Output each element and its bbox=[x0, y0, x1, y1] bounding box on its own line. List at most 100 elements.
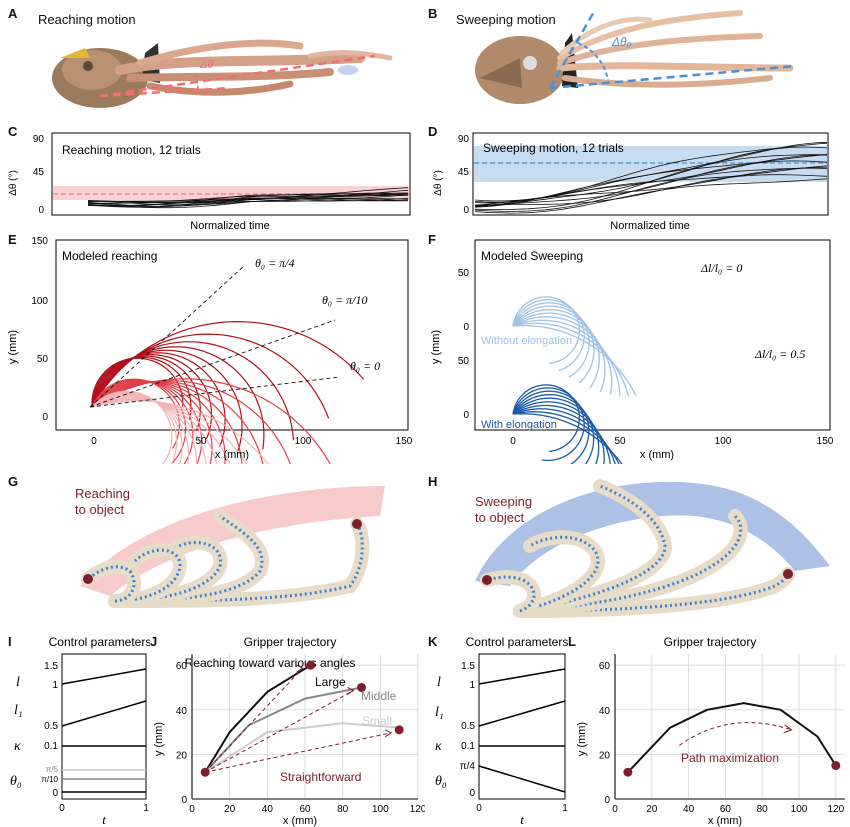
panel-letter-b: B bbox=[428, 6, 438, 21]
f-arm-curve bbox=[512, 302, 590, 378]
reaching-target-start bbox=[83, 574, 93, 584]
e-arm-curve bbox=[91, 392, 183, 464]
d-ytick-0: 0 bbox=[463, 205, 469, 216]
j-title: Gripper trajectory bbox=[244, 635, 337, 649]
d-trial-line bbox=[474, 166, 828, 212]
l-xtick: 80 bbox=[757, 804, 769, 815]
l-ytick: 60 bbox=[599, 661, 611, 672]
f-ann-bot: Δl/l₀ = 0.5 bbox=[754, 347, 805, 361]
e-arm-curve bbox=[91, 381, 226, 464]
j-startpoint bbox=[200, 767, 210, 777]
sweeping-angle-label: Δθ₀ bbox=[611, 35, 632, 49]
c-trial-line bbox=[87, 193, 409, 207]
j-xtick: 100 bbox=[372, 804, 389, 815]
e-arm-curve bbox=[91, 380, 291, 464]
k-param-l: l bbox=[437, 675, 441, 690]
e-arm-curve bbox=[91, 378, 331, 464]
j-label-small: Small bbox=[362, 714, 392, 728]
i-xlabel: t bbox=[102, 812, 106, 827]
j-endpoint-large bbox=[306, 660, 316, 670]
e-arm-curve bbox=[91, 352, 226, 448]
l-xtick: 60 bbox=[720, 804, 732, 815]
e-ylabel: y (mm) bbox=[7, 330, 19, 364]
octopus-reaching-illustration: Δθ bbox=[52, 39, 393, 108]
e-ytick-0: 0 bbox=[42, 412, 48, 423]
e-ytick-150: 150 bbox=[31, 236, 48, 247]
j-arrowhead-small bbox=[384, 729, 393, 738]
j-ytick: 0 bbox=[181, 795, 187, 806]
l-trajectory-line bbox=[627, 702, 837, 773]
f-ytick-bot-50: 50 bbox=[458, 356, 470, 367]
chart-gripper-trajectory-reaching: Gripper trajectory Reaching toward vario… bbox=[153, 635, 425, 827]
robot-arm-stripe bbox=[114, 541, 222, 603]
i-ytick-0p5: 0.5 bbox=[44, 721, 58, 732]
l-label-path: Path maximization bbox=[681, 751, 779, 765]
e-guide-pi10 bbox=[89, 319, 336, 408]
e-arm-curve bbox=[91, 380, 203, 464]
e-arm-curve bbox=[91, 399, 247, 464]
e-arm-curve bbox=[91, 379, 194, 464]
sweeping-photo: Sweeping motion Δθ₀ bbox=[450, 8, 845, 120]
panel-letter-h: H bbox=[428, 474, 438, 489]
l-ytick: 20 bbox=[599, 750, 611, 761]
f-arm-curve bbox=[512, 404, 611, 464]
panel-letter-c: C bbox=[8, 124, 18, 139]
l-ytick: 40 bbox=[599, 706, 611, 717]
d-ytick-45: 45 bbox=[458, 167, 470, 178]
panel-letter-l: L bbox=[568, 634, 576, 649]
panel-letter-i: I bbox=[8, 634, 12, 649]
e-arm-curve bbox=[91, 349, 243, 451]
sweeping-sweep-region bbox=[475, 481, 830, 586]
robot-arm-body bbox=[513, 479, 673, 618]
e-arm-curve bbox=[91, 380, 213, 464]
j-xtick: 80 bbox=[337, 804, 349, 815]
e-arm-curve bbox=[91, 390, 173, 464]
reaching-angle-label: Δθ bbox=[199, 59, 213, 71]
d-trial-line bbox=[474, 154, 827, 210]
e-arm-curve bbox=[91, 333, 330, 419]
f-arm-curve bbox=[512, 408, 616, 464]
e-arm-curve bbox=[91, 356, 192, 421]
reaching-target-end bbox=[352, 519, 362, 529]
d-trial-line bbox=[474, 178, 828, 214]
panel-letter-a: A bbox=[8, 6, 18, 21]
chart-modeled-reaching: y (mm) 150 100 50 0 Modeled reaching θ₀ … bbox=[7, 236, 413, 464]
c-trial-line bbox=[87, 189, 409, 202]
j-label-middle: Middle bbox=[361, 689, 397, 703]
e-guide-pi4 bbox=[89, 264, 246, 408]
e-arm-curve bbox=[91, 379, 187, 463]
l-endpoint bbox=[831, 761, 841, 771]
j-xtick: 120 bbox=[410, 804, 425, 815]
i-param-l1: l₁ bbox=[14, 703, 23, 718]
e-ytick-50: 50 bbox=[37, 354, 49, 365]
c-xlabel: Normalized time bbox=[190, 220, 269, 232]
f-ylabel: y (mm) bbox=[430, 330, 442, 364]
i-xtick-0: 0 bbox=[59, 803, 65, 814]
d-ytick-90: 90 bbox=[458, 134, 470, 145]
panel-letter-e: E bbox=[8, 232, 17, 247]
j-trajectory-large bbox=[204, 664, 312, 773]
sweeping-target-start bbox=[482, 575, 492, 585]
f-plot-frame bbox=[474, 239, 831, 431]
e-arm-curve bbox=[91, 381, 243, 464]
f-arm-curve bbox=[512, 299, 585, 372]
f-arm-curve bbox=[512, 305, 595, 384]
c-ytick-45: 45 bbox=[33, 167, 45, 178]
e-ytick-100: 100 bbox=[31, 296, 48, 307]
k-param-kappa: κ bbox=[435, 739, 442, 754]
f-title: Modeled Sweeping bbox=[481, 249, 583, 263]
e-arm-curve bbox=[91, 354, 213, 441]
i-line-l bbox=[61, 668, 147, 685]
c-trial-line bbox=[87, 187, 409, 203]
k-ytick-0: 0 bbox=[469, 788, 475, 799]
c-trial-line bbox=[87, 194, 409, 207]
c-ytick-90: 90 bbox=[33, 134, 45, 145]
d-band bbox=[474, 146, 827, 182]
j-arrow-small bbox=[205, 732, 392, 773]
k-ytick-1: 1 bbox=[469, 680, 475, 691]
i-param-l: l bbox=[16, 675, 20, 690]
j-ylabel: y (mm) bbox=[153, 722, 165, 756]
d-trial-traces bbox=[474, 141, 828, 214]
l-xtick: 0 bbox=[612, 804, 618, 815]
f-arm-curve bbox=[512, 316, 613, 395]
